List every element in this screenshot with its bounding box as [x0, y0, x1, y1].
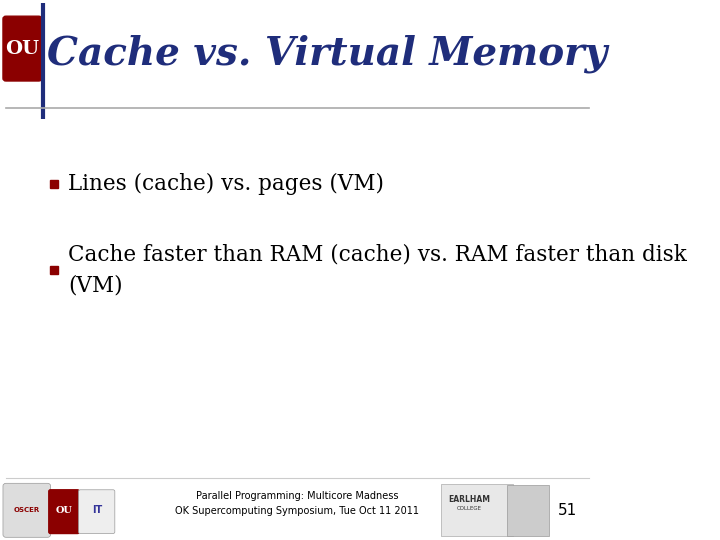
Text: OU: OU: [56, 506, 73, 515]
FancyBboxPatch shape: [3, 483, 50, 537]
FancyBboxPatch shape: [49, 490, 79, 534]
FancyBboxPatch shape: [78, 490, 114, 534]
FancyBboxPatch shape: [3, 16, 42, 81]
Text: Cache faster than RAM (cache) vs. RAM faster than disk
(VM): Cache faster than RAM (cache) vs. RAM fa…: [68, 244, 688, 296]
Text: COLLEGE: COLLEGE: [456, 506, 482, 511]
FancyBboxPatch shape: [508, 485, 549, 536]
Text: Lines (cache) vs. pages (VM): Lines (cache) vs. pages (VM): [68, 173, 384, 194]
Text: IT: IT: [92, 505, 102, 515]
Text: EARLHAM: EARLHAM: [448, 495, 490, 504]
Text: Parallel Programming: Multicore Madness
OK Supercomputing Symposium, Tue Oct 11 : Parallel Programming: Multicore Madness …: [176, 491, 420, 516]
Text: 51: 51: [558, 503, 577, 518]
Text: Cache vs. Virtual Memory: Cache vs. Virtual Memory: [47, 35, 608, 73]
Text: OU: OU: [6, 39, 40, 58]
FancyBboxPatch shape: [441, 484, 513, 536]
Text: OSCER: OSCER: [14, 507, 40, 514]
